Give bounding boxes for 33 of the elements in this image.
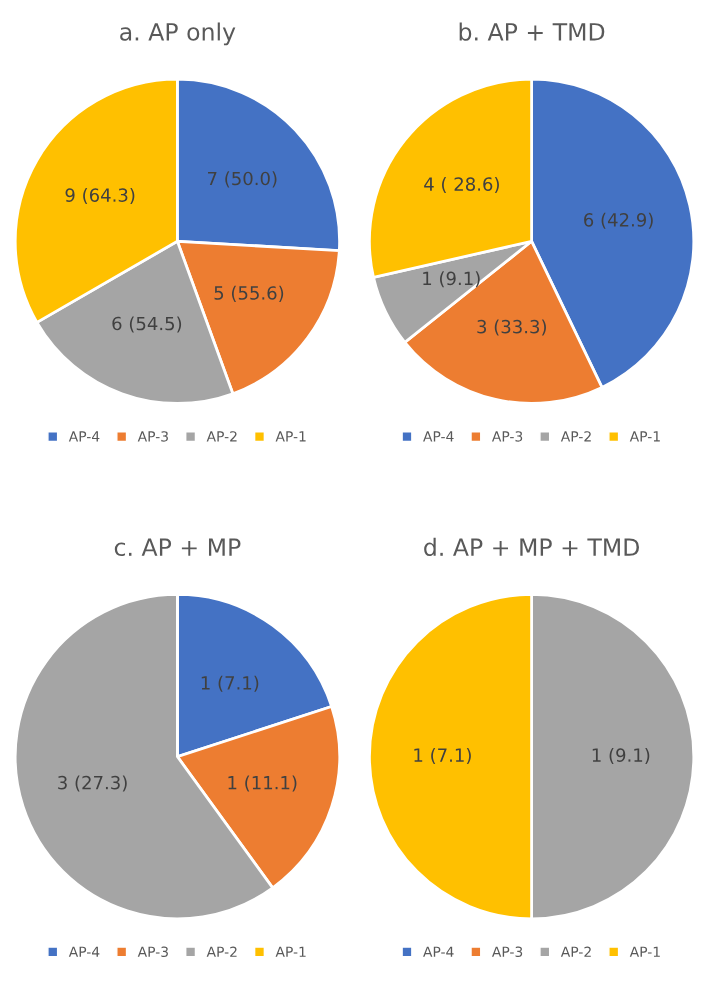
data-label: 3 (33.3) xyxy=(477,319,546,336)
data-label: 6 (54.5) xyxy=(112,316,182,333)
legend-label: AP-2 xyxy=(560,946,591,957)
chart-title: c. AP + MP xyxy=(114,538,241,557)
data-label: 3 (27.3) xyxy=(58,775,127,792)
legend-label: AP-4 xyxy=(423,431,454,442)
data-label: 7 (50.0) xyxy=(208,171,277,188)
data-label: 1 (7.1) xyxy=(414,747,471,765)
chart-title: d. AP + MP + TMD xyxy=(424,537,639,557)
data-label: 9 (64.3) xyxy=(65,187,135,205)
legend-label: AP-1 xyxy=(275,431,306,442)
data-label: 1 (11.1) xyxy=(228,775,297,792)
chart-title: b. AP + TMD xyxy=(459,22,605,41)
legend-label: AP-3 xyxy=(491,946,523,958)
legend-label: AP-1 xyxy=(629,431,660,442)
legend-label: AP-4 xyxy=(423,946,454,957)
data-label: 6 (42.9) xyxy=(584,212,653,229)
data-label: 1 (9.1) xyxy=(592,747,650,765)
chart-title: a. AP only xyxy=(120,22,236,46)
legend-label: AP-2 xyxy=(206,431,237,442)
legend-label: AP-1 xyxy=(629,946,660,957)
data-label: 4 ( 28.6) xyxy=(424,176,499,194)
legend-label: AP-3 xyxy=(491,431,523,442)
legend-label: AP-4 xyxy=(68,431,100,442)
legend-label: AP-2 xyxy=(206,946,237,957)
legend-label: AP-3 xyxy=(137,946,168,958)
legend-label: AP-2 xyxy=(560,431,591,442)
legend-label: AP-1 xyxy=(275,946,306,957)
data-label: 5 (55.6) xyxy=(214,285,284,302)
data-label: 1 (9.1) xyxy=(423,271,480,288)
data-label: 1 (7.1) xyxy=(201,675,259,692)
legend-label: AP-3 xyxy=(137,431,168,442)
legend-label: AP-4 xyxy=(68,946,100,957)
